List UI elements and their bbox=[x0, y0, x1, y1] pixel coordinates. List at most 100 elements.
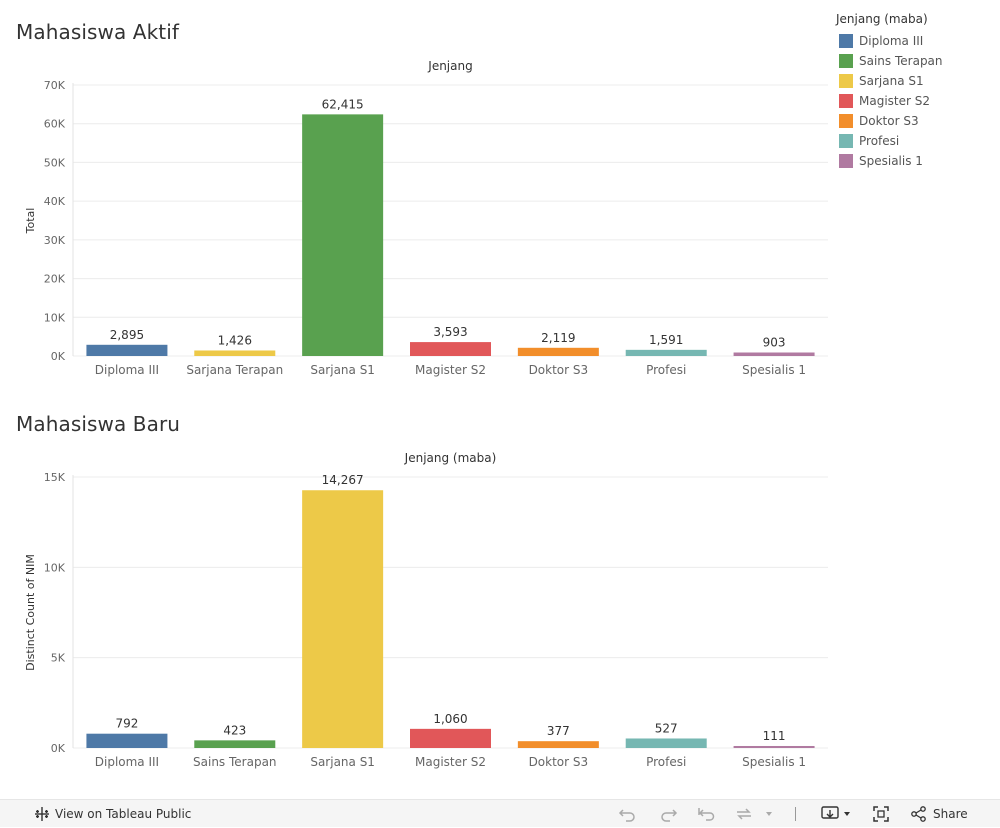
legend-label: Doktor S3 bbox=[859, 114, 919, 128]
data-label: 1,060 bbox=[433, 712, 467, 726]
legend-item[interactable]: Diploma III bbox=[836, 31, 996, 51]
y-tick-label: 10K bbox=[44, 561, 66, 574]
x-category-label: Doktor S3 bbox=[529, 363, 589, 377]
legend-item[interactable]: Sarjana S1 bbox=[836, 71, 996, 91]
legend-item[interactable]: Profesi bbox=[836, 131, 996, 151]
x-category-label: Spesialis 1 bbox=[742, 363, 806, 377]
legend-swatch bbox=[839, 74, 853, 88]
legend-swatch bbox=[839, 114, 853, 128]
x-category-label: Profesi bbox=[646, 363, 686, 377]
legend-swatch bbox=[839, 34, 853, 48]
y-axis-title: Total bbox=[24, 208, 37, 235]
refresh-button[interactable] bbox=[734, 800, 754, 828]
x-category-label: Diploma III bbox=[95, 363, 159, 377]
bar bbox=[86, 344, 168, 356]
x-category-label: Diploma III bbox=[95, 755, 159, 769]
redo-icon bbox=[658, 806, 678, 822]
revert-button[interactable] bbox=[697, 800, 717, 828]
chevron-down-icon bbox=[764, 809, 774, 819]
legend-title: Jenjang (maba) bbox=[836, 12, 928, 26]
legend-swatch bbox=[839, 154, 853, 168]
chart-baru[interactable]: Jenjang (maba) 0K 5K 10K 15K Distinct Count o… bbox=[0, 447, 830, 777]
y-tick-label: 50K bbox=[44, 156, 66, 169]
view-on-tableau-link[interactable]: View on Tableau Public bbox=[33, 800, 191, 828]
data-label: 377 bbox=[547, 724, 570, 738]
bar bbox=[302, 490, 384, 748]
download-icon bbox=[820, 805, 840, 823]
legend-label: Sains Terapan bbox=[859, 54, 943, 68]
x-category-label: Sarjana S1 bbox=[310, 363, 375, 377]
bar bbox=[410, 728, 491, 748]
share-label: Share bbox=[933, 807, 968, 821]
x-category-label: Sarjana Terapan bbox=[186, 363, 283, 377]
data-label: 62,415 bbox=[322, 97, 364, 111]
y-tick-label: 15K bbox=[44, 471, 66, 484]
data-label: 903 bbox=[763, 336, 786, 350]
data-label: 527 bbox=[655, 721, 678, 735]
data-label: 792 bbox=[115, 717, 138, 731]
legend-item[interactable]: Sains Terapan bbox=[836, 51, 996, 71]
data-label: 2,119 bbox=[541, 331, 575, 345]
y-tick-label: 0K bbox=[51, 350, 66, 363]
x-category-label: Magister S2 bbox=[415, 363, 486, 377]
bar bbox=[194, 350, 276, 356]
legend-label: Magister S2 bbox=[859, 94, 930, 108]
fullscreen-icon bbox=[872, 805, 890, 823]
bar bbox=[733, 745, 815, 748]
legend-item[interactable]: Magister S2 bbox=[836, 91, 996, 111]
data-label: 2,895 bbox=[110, 328, 144, 342]
legend-item[interactable]: Doktor S3 bbox=[836, 111, 996, 131]
share-button[interactable]: Share bbox=[910, 800, 968, 828]
bar bbox=[302, 114, 384, 357]
legend-swatch bbox=[839, 54, 853, 68]
y-tick-label: 0K bbox=[51, 742, 66, 755]
bar bbox=[517, 741, 599, 748]
bar bbox=[86, 733, 168, 748]
y-tick-label: 60K bbox=[44, 118, 66, 131]
data-label: 3,593 bbox=[433, 325, 467, 339]
chart-aktif[interactable]: Jenjang 0K 10K 20K 30K 40K 50K 60K 70K Total 2,895… bbox=[0, 55, 830, 385]
legend-label: Diploma III bbox=[859, 34, 924, 48]
refresh-icon bbox=[734, 806, 754, 822]
data-label: 423 bbox=[223, 723, 246, 737]
bar bbox=[625, 349, 707, 356]
bar bbox=[625, 738, 707, 748]
bar bbox=[517, 347, 599, 356]
y-tick-label: 10K bbox=[44, 311, 66, 324]
data-label: 14,267 bbox=[322, 473, 364, 487]
bar bbox=[733, 352, 815, 356]
x-category-label: Sarjana S1 bbox=[310, 755, 375, 769]
x-category-label: Sains Terapan bbox=[193, 755, 277, 769]
bar bbox=[194, 740, 276, 748]
chevron-down-icon bbox=[842, 809, 852, 819]
tableau-toolbar: View on Tableau Public bbox=[0, 799, 1000, 827]
toolbar-divider bbox=[795, 807, 796, 821]
legend-label: Spesialis 1 bbox=[859, 154, 923, 168]
data-label: 1,591 bbox=[649, 333, 683, 347]
x-category-label: Profesi bbox=[646, 755, 686, 769]
y-tick-label: 20K bbox=[44, 273, 66, 286]
fullscreen-button[interactable] bbox=[872, 800, 890, 828]
chart-title-baru: Mahasiswa Baru bbox=[16, 412, 181, 436]
tableau-logo-icon bbox=[33, 806, 51, 822]
undo-icon bbox=[618, 806, 638, 822]
legend-label: Sarjana S1 bbox=[859, 74, 924, 88]
legend-items: Diploma III Sains Terapan Sarjana S1 Magist… bbox=[836, 31, 996, 171]
legend[interactable]: Jenjang (maba) Diploma III Sains Terapan S… bbox=[836, 12, 996, 171]
undo-button[interactable] bbox=[618, 800, 638, 828]
x-category-label: Magister S2 bbox=[415, 755, 486, 769]
x-category-label: Spesialis 1 bbox=[742, 755, 806, 769]
x-category-label: Doktor S3 bbox=[529, 755, 589, 769]
chart-title-aktif: Mahasiswa Aktif bbox=[16, 20, 180, 44]
legend-swatch bbox=[839, 94, 853, 108]
bar bbox=[410, 342, 491, 356]
data-label: 1,426 bbox=[218, 333, 252, 347]
refresh-dropdown-button[interactable] bbox=[764, 800, 774, 828]
column-header: Jenjang (maba) bbox=[404, 451, 497, 465]
revert-icon bbox=[697, 806, 717, 822]
share-icon bbox=[910, 805, 928, 823]
legend-item[interactable]: Spesialis 1 bbox=[836, 151, 996, 171]
data-label: 111 bbox=[763, 729, 786, 743]
redo-button[interactable] bbox=[658, 800, 678, 828]
download-button[interactable] bbox=[820, 800, 852, 828]
